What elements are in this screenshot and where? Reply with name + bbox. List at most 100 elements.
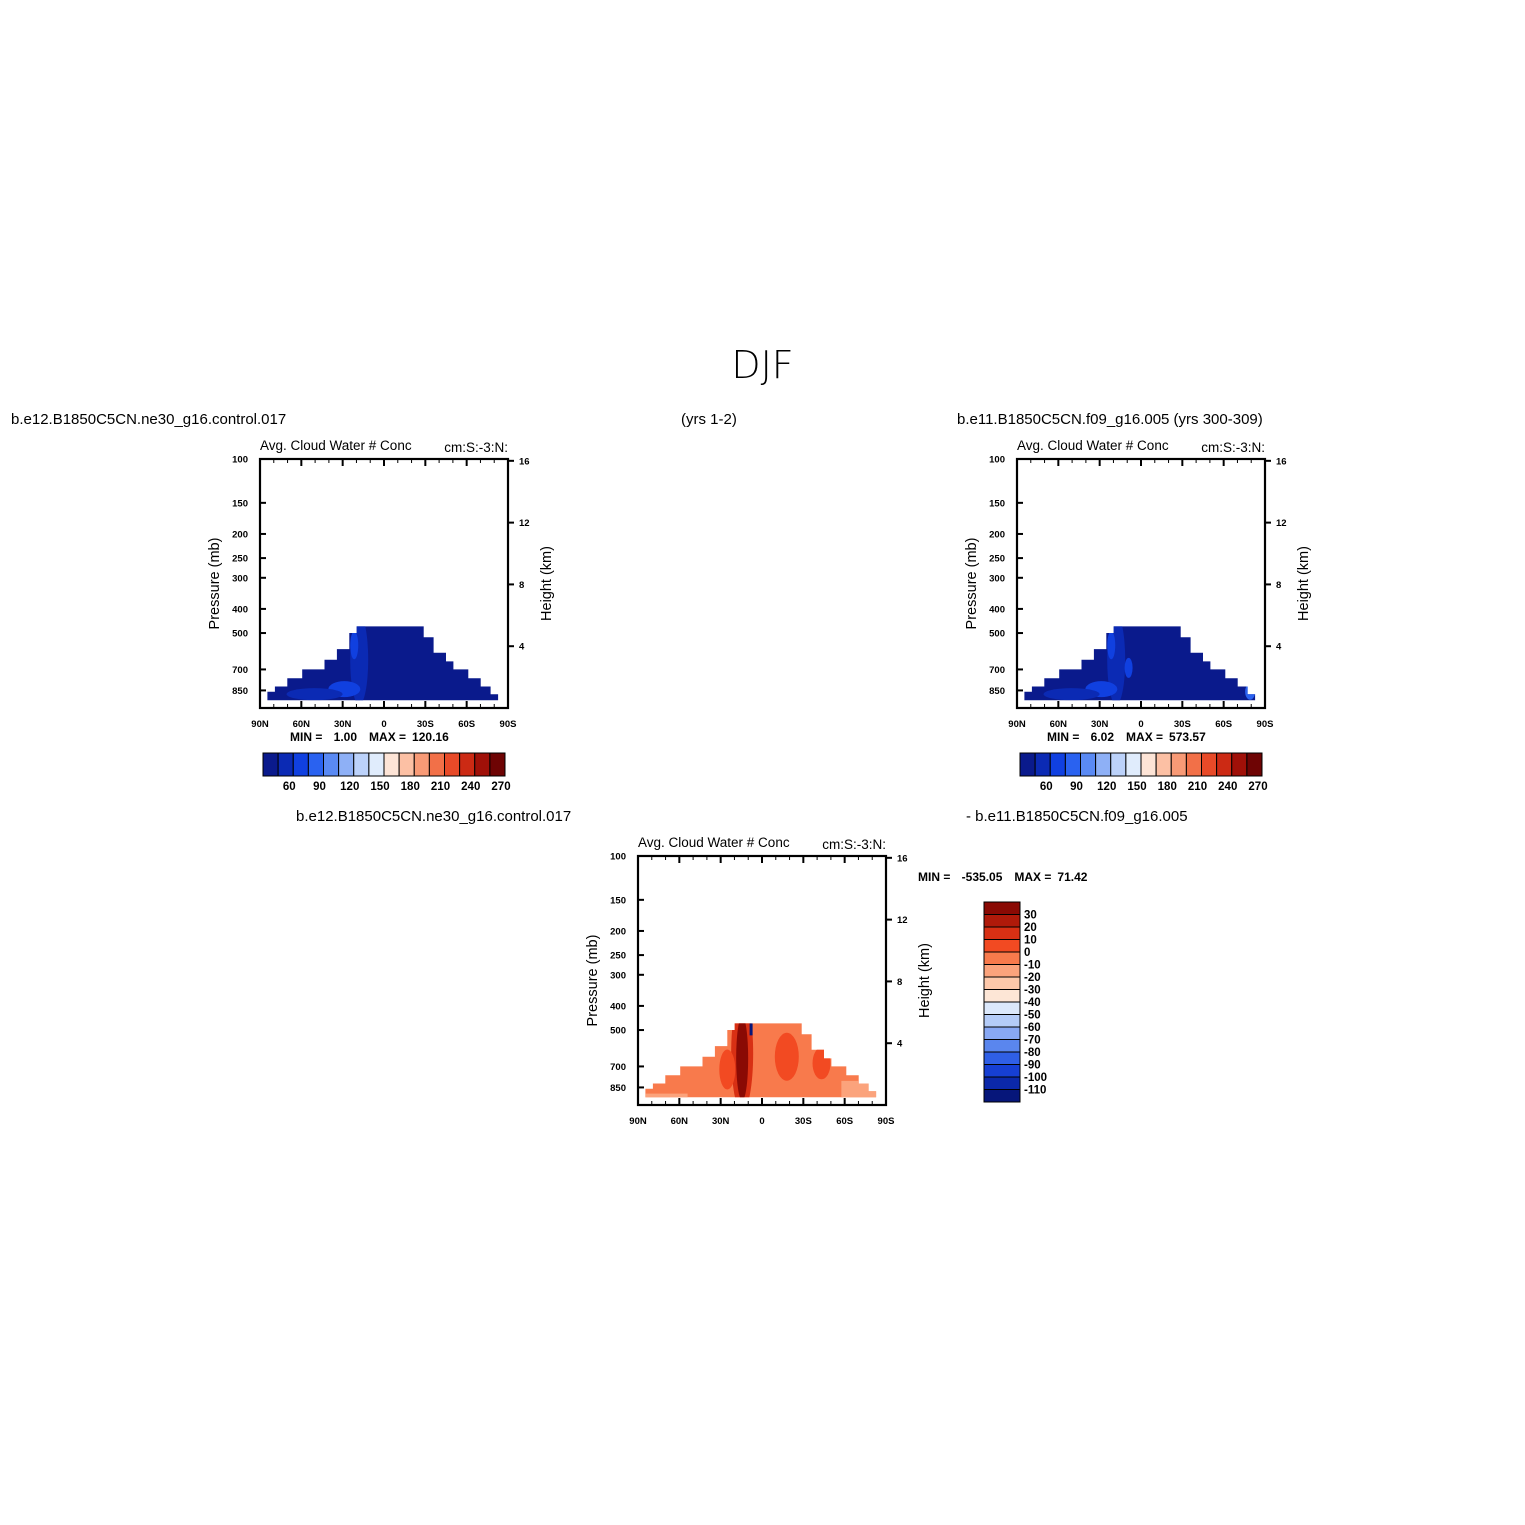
panel-title: Avg. Cloud Water # Conc xyxy=(638,835,790,850)
colorbar-swatch xyxy=(983,951,1021,965)
diff-fill-blob-b xyxy=(719,1049,736,1090)
latitude-tick-label: 30S xyxy=(795,1116,812,1127)
colorbar-swatch xyxy=(1110,752,1127,777)
contour-field-difference xyxy=(645,1023,877,1098)
latitude-tick-label: 0 xyxy=(381,719,386,730)
colorbar-label: 240 xyxy=(461,781,480,793)
colorbar-swatch xyxy=(1170,752,1187,777)
colorbar-swatch xyxy=(983,1064,1021,1078)
colorbar-swatch xyxy=(1216,752,1233,777)
diff-fill-base xyxy=(645,1023,877,1098)
colorbar-label: -70 xyxy=(1024,1035,1041,1047)
diff-fill-blob-a xyxy=(774,1032,799,1081)
pressure-tick-label: 400 xyxy=(232,604,248,615)
colorbar-swatch xyxy=(459,752,476,777)
panel-units: cm:S:-3:N: xyxy=(1201,440,1265,455)
colorbar-swatch xyxy=(983,989,1021,1003)
pressure-tick-label: 300 xyxy=(232,573,248,584)
colorbar-swatch xyxy=(1125,752,1142,777)
min-label: MIN = xyxy=(1047,730,1083,744)
colorbar-swatch xyxy=(444,752,461,777)
colorbar-swatch xyxy=(489,752,506,777)
colorbar-label: 20 xyxy=(1024,922,1037,934)
height-tick-label: 8 xyxy=(897,977,902,988)
colorbar-label: 30 xyxy=(1024,910,1037,922)
latitude-tick-label: 90S xyxy=(500,719,517,730)
latitude-tick-label: 90S xyxy=(1257,719,1274,730)
pressure-tick-label: 500 xyxy=(610,1026,626,1037)
colorbar-swatch xyxy=(983,1039,1021,1053)
pressure-tick-label: 250 xyxy=(989,554,1005,565)
field-fill-base xyxy=(1024,626,1256,701)
pressure-tick-label: 500 xyxy=(989,629,1005,640)
colorbar-label: -10 xyxy=(1024,960,1041,972)
height-tick-label: 12 xyxy=(1276,518,1287,529)
latitude-tick-label: 0 xyxy=(1138,719,1143,730)
pressure-tick-label: 500 xyxy=(232,629,248,640)
colorbar-swatch xyxy=(983,1051,1021,1065)
pressure-tick-label: 400 xyxy=(989,604,1005,615)
colorbar-label: 270 xyxy=(491,781,510,793)
height-tick-label: 4 xyxy=(897,1039,903,1050)
latitude-tick-label: 90N xyxy=(251,719,269,730)
colorbar-label: 270 xyxy=(1248,781,1267,793)
latitude-tick-label: 30N xyxy=(712,1116,730,1127)
colorbar-label: 120 xyxy=(340,781,359,793)
colorbar-label: -30 xyxy=(1024,985,1041,997)
field-fill-low-band xyxy=(286,688,343,701)
pressure-tick-label: 100 xyxy=(989,455,1005,466)
pressure-tick-label: 850 xyxy=(610,1083,626,1094)
colorbar-label: 60 xyxy=(283,781,296,793)
case-left-years-label: (yrs 1-2) xyxy=(681,411,737,428)
min-value: -535.05 xyxy=(962,870,1003,884)
colorbar-swatch xyxy=(983,1014,1021,1028)
colorbar-label: 180 xyxy=(401,781,420,793)
colorbar-label: -100 xyxy=(1024,1072,1047,1084)
pressure-tick-label: 850 xyxy=(232,686,248,697)
colorbar-swatch xyxy=(983,939,1021,953)
latitude-tick-label: 90N xyxy=(629,1116,647,1127)
y-axis-right-label: Height (km) xyxy=(1296,546,1312,621)
field-fill-low-band xyxy=(1043,688,1100,701)
latitude-tick-label: 60S xyxy=(836,1116,853,1127)
colorbar-label: 120 xyxy=(1097,781,1116,793)
panel-units: cm:S:-3:N: xyxy=(444,440,508,455)
pressure-tick-label: 300 xyxy=(989,573,1005,584)
colorbar-swatch xyxy=(1185,752,1202,777)
field-fill-base xyxy=(267,626,499,701)
diff-fill-sh-low xyxy=(841,1080,877,1098)
diff-fill-top-blue xyxy=(749,1023,753,1036)
colorbar-swatch xyxy=(428,752,445,777)
colorbar-swatch xyxy=(398,752,415,777)
field-fill-eq-blob xyxy=(1124,657,1133,678)
colorbar-label: 210 xyxy=(431,781,450,793)
height-tick-label: 16 xyxy=(519,456,530,467)
colorbar-swatch xyxy=(413,752,430,777)
pressure-tick-label: 100 xyxy=(610,852,626,863)
panel-title: Avg. Cloud Water # Conc xyxy=(1017,438,1169,453)
pressure-tick-label: 200 xyxy=(610,926,626,937)
min-value: 1.00 xyxy=(334,730,358,744)
colorbar-label: 180 xyxy=(1158,781,1177,793)
colorbar-label: -40 xyxy=(1024,997,1041,1009)
colorbar-swatch xyxy=(1140,752,1157,777)
colorbar-label: 240 xyxy=(1218,781,1237,793)
colorbar-swatch xyxy=(1231,752,1248,777)
colorbar-swatch xyxy=(307,752,324,777)
colorbar-swatch xyxy=(1064,752,1081,777)
field-fill-sh-edge xyxy=(1245,683,1256,700)
contour-field-control xyxy=(267,626,499,701)
max-value: 120.16 xyxy=(412,730,449,744)
difference-case-b-label: - b.e11.B1850C5CN.f09_g16.005 xyxy=(966,808,1188,825)
colorbar-label: -60 xyxy=(1024,1022,1041,1034)
min-max-readout: MIN = -535.05 MAX = 71.42 xyxy=(918,870,1088,884)
pressure-tick-label: 150 xyxy=(610,895,626,906)
panel-title: Avg. Cloud Water # Conc xyxy=(260,438,412,453)
height-tick-label: 8 xyxy=(519,580,524,591)
max-label: MAX = xyxy=(1126,730,1163,744)
colorbar-swatch xyxy=(983,1001,1021,1015)
colorbar-swatch xyxy=(983,1026,1021,1040)
colorbar-label: 60 xyxy=(1040,781,1053,793)
